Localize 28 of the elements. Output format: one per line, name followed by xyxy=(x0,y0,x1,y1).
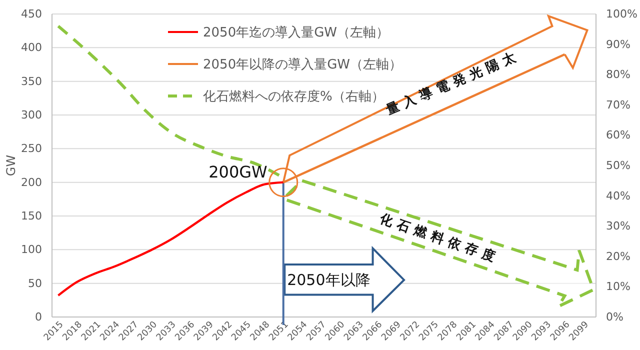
y-tick-label: 100 xyxy=(21,243,42,256)
y2-tick-label: 100% xyxy=(606,8,638,21)
y-tick-label: 50 xyxy=(28,276,42,290)
legend-label: 2050年迄の導入量GW（左軸） xyxy=(203,26,390,41)
legend-label: 2050年以降の導入量GW（左軸） xyxy=(203,58,402,73)
y-tick-label: 300 xyxy=(21,108,42,122)
y2-tick-label: 40% xyxy=(606,189,630,202)
y2-tick-label: 70% xyxy=(606,98,630,112)
legend-label: 化石燃料への依存度%（右軸） xyxy=(203,88,384,105)
y2-tick-label: 50% xyxy=(606,159,630,172)
y2-tick-label: 10% xyxy=(606,280,630,294)
y2-tick-label: 20% xyxy=(606,250,630,263)
y-tick-label: 250 xyxy=(21,142,42,156)
y-tick-label: 400 xyxy=(21,41,42,54)
y2-tick-label: 90% xyxy=(606,38,630,51)
y-tick-label: 150 xyxy=(21,210,42,223)
y-tick-label: 350 xyxy=(21,74,42,88)
y-tick-label: 450 xyxy=(21,8,42,21)
y2-tick-label: 0% xyxy=(606,310,624,324)
annotation: 化石燃料依存度 xyxy=(376,210,502,267)
annotation: 200GW xyxy=(208,162,268,182)
y2-tick-label: 80% xyxy=(606,68,630,82)
y-tick-label: 200 xyxy=(21,176,42,189)
y-tick-label: 0 xyxy=(35,310,42,324)
annotation: 2050年以降 xyxy=(287,270,370,289)
y2-tick-label: 30% xyxy=(606,220,630,233)
y-axis-title: GW xyxy=(4,154,18,176)
y2-tick-label: 60% xyxy=(606,128,630,142)
